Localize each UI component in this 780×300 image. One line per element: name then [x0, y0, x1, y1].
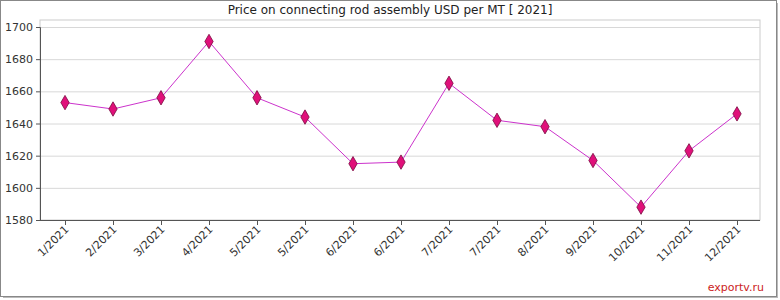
x-tick: 12/2021 [702, 220, 744, 264]
x-tick-mark [65, 220, 66, 225]
x-tick-label: 7/2021 [419, 223, 456, 260]
x-tick: 10/2021 [606, 220, 648, 264]
x-tick: 6/2021 [323, 220, 360, 259]
x-tick-mark [113, 220, 114, 225]
x-tick-mark [737, 220, 738, 225]
x-tick-mark [305, 220, 306, 225]
x-tick: 3/2021 [131, 220, 168, 259]
grid [40, 28, 760, 221]
y-tick: 1600 [5, 182, 40, 195]
y-tick: 1620 [5, 150, 40, 163]
data-point [445, 76, 453, 90]
data-point [205, 34, 213, 48]
grid-line [40, 91, 760, 92]
x-tick: 9/2021 [563, 220, 600, 259]
grid-line [40, 220, 760, 221]
y-tick-label: 1660 [5, 85, 33, 98]
x-tick-label: 4/2021 [179, 223, 216, 260]
x-tick-label: 12/2021 [702, 223, 744, 265]
x-tick-mark [689, 220, 690, 225]
x-tick: 6/2021 [371, 220, 408, 259]
plot-frame [40, 20, 760, 220]
x-tick-mark [641, 220, 642, 225]
x-tick-label: 5/2021 [227, 223, 264, 260]
y-tick-label: 1620 [5, 150, 33, 163]
y-tick-mark [36, 220, 40, 221]
data-point [253, 91, 261, 105]
y-tick-label: 1700 [5, 21, 33, 34]
x-tick-mark [497, 220, 498, 225]
x-tick: 5/2021 [227, 220, 264, 259]
data-point [109, 102, 117, 116]
y-axis: 1580 1600 1620 1640 1660 1680 1700 [5, 21, 41, 227]
data-point [589, 153, 597, 167]
grid-line [40, 27, 760, 28]
x-tick: 7/2021 [419, 220, 456, 259]
grid-line [40, 188, 760, 189]
y-tick-label: 1640 [5, 118, 33, 131]
y-tick-mark [36, 59, 40, 60]
x-tick-label: 8/2021 [515, 223, 552, 260]
x-tick-mark [593, 220, 594, 225]
x-tick: 4/2021 [179, 220, 216, 259]
x-tick-mark [209, 220, 210, 225]
y-tick-mark [36, 27, 40, 28]
x-tick-label: 11/2021 [654, 223, 696, 265]
x-tick-label: 1/2021 [35, 223, 72, 260]
data-point [685, 144, 693, 158]
y-tick: 1580 [5, 214, 40, 227]
data-point [61, 95, 69, 109]
x-tick-label: 6/2021 [323, 223, 360, 260]
data-point [301, 110, 309, 124]
x-tick-label: 10/2021 [606, 223, 648, 265]
y-tick-mark [36, 91, 40, 92]
data-point [157, 91, 165, 105]
data-point [349, 157, 357, 171]
y-tick-mark [36, 124, 40, 125]
y-tick-label: 1680 [5, 53, 33, 66]
grid-line [40, 124, 760, 125]
x-tick-label: 9/2021 [563, 223, 600, 260]
y-tick-label: 1580 [5, 214, 33, 227]
x-tick-mark [449, 220, 450, 225]
x-axis-line [40, 220, 760, 221]
data-point [733, 107, 741, 121]
x-tick: 5/2021 [275, 220, 312, 259]
y-tick: 1700 [5, 21, 40, 34]
x-tick-label: 2/2021 [83, 223, 120, 260]
x-tick: 7/2021 [467, 220, 504, 259]
x-axis: 1/2021 2/2021 3/2021 4/2021 5/2021 5/2021 6/20… [35, 220, 760, 264]
x-tick-label: 5/2021 [275, 223, 312, 260]
y-tick: 1680 [5, 53, 40, 66]
data-point [541, 120, 549, 134]
y-tick: 1640 [5, 118, 40, 131]
data-point [493, 113, 501, 127]
annotation: exportv.ru [708, 281, 764, 294]
x-tick-label: 7/2021 [467, 223, 504, 260]
series-line [65, 41, 737, 207]
y-tick-mark [36, 156, 40, 157]
x-tick-mark [545, 220, 546, 225]
x-tick-mark [161, 220, 162, 225]
y-tick: 1660 [5, 85, 40, 98]
x-tick: 11/2021 [654, 220, 696, 264]
x-tick-mark [353, 220, 354, 225]
y-axis-line [36, 28, 41, 221]
title: Price on connecting rod assembly USD per… [228, 3, 553, 17]
chart: 1580 1600 1620 1640 1660 1680 1700 1/2021 2/2021… [0, 0, 780, 300]
grid-line [40, 59, 760, 60]
data-point [637, 200, 645, 214]
x-tick: 8/2021 [515, 220, 552, 259]
y-tick-label: 1600 [5, 182, 33, 195]
plot-area [61, 34, 741, 214]
y-tick-mark [36, 188, 40, 189]
x-tick: 1/2021 [35, 220, 72, 259]
data-point [397, 155, 405, 169]
x-tick-label: 3/2021 [131, 223, 168, 260]
x-tick-mark [257, 220, 258, 225]
frame [1, 1, 777, 297]
x-tick-label: 6/2021 [371, 223, 408, 260]
x-tick: 2/2021 [83, 220, 120, 259]
x-tick-mark [401, 220, 402, 225]
